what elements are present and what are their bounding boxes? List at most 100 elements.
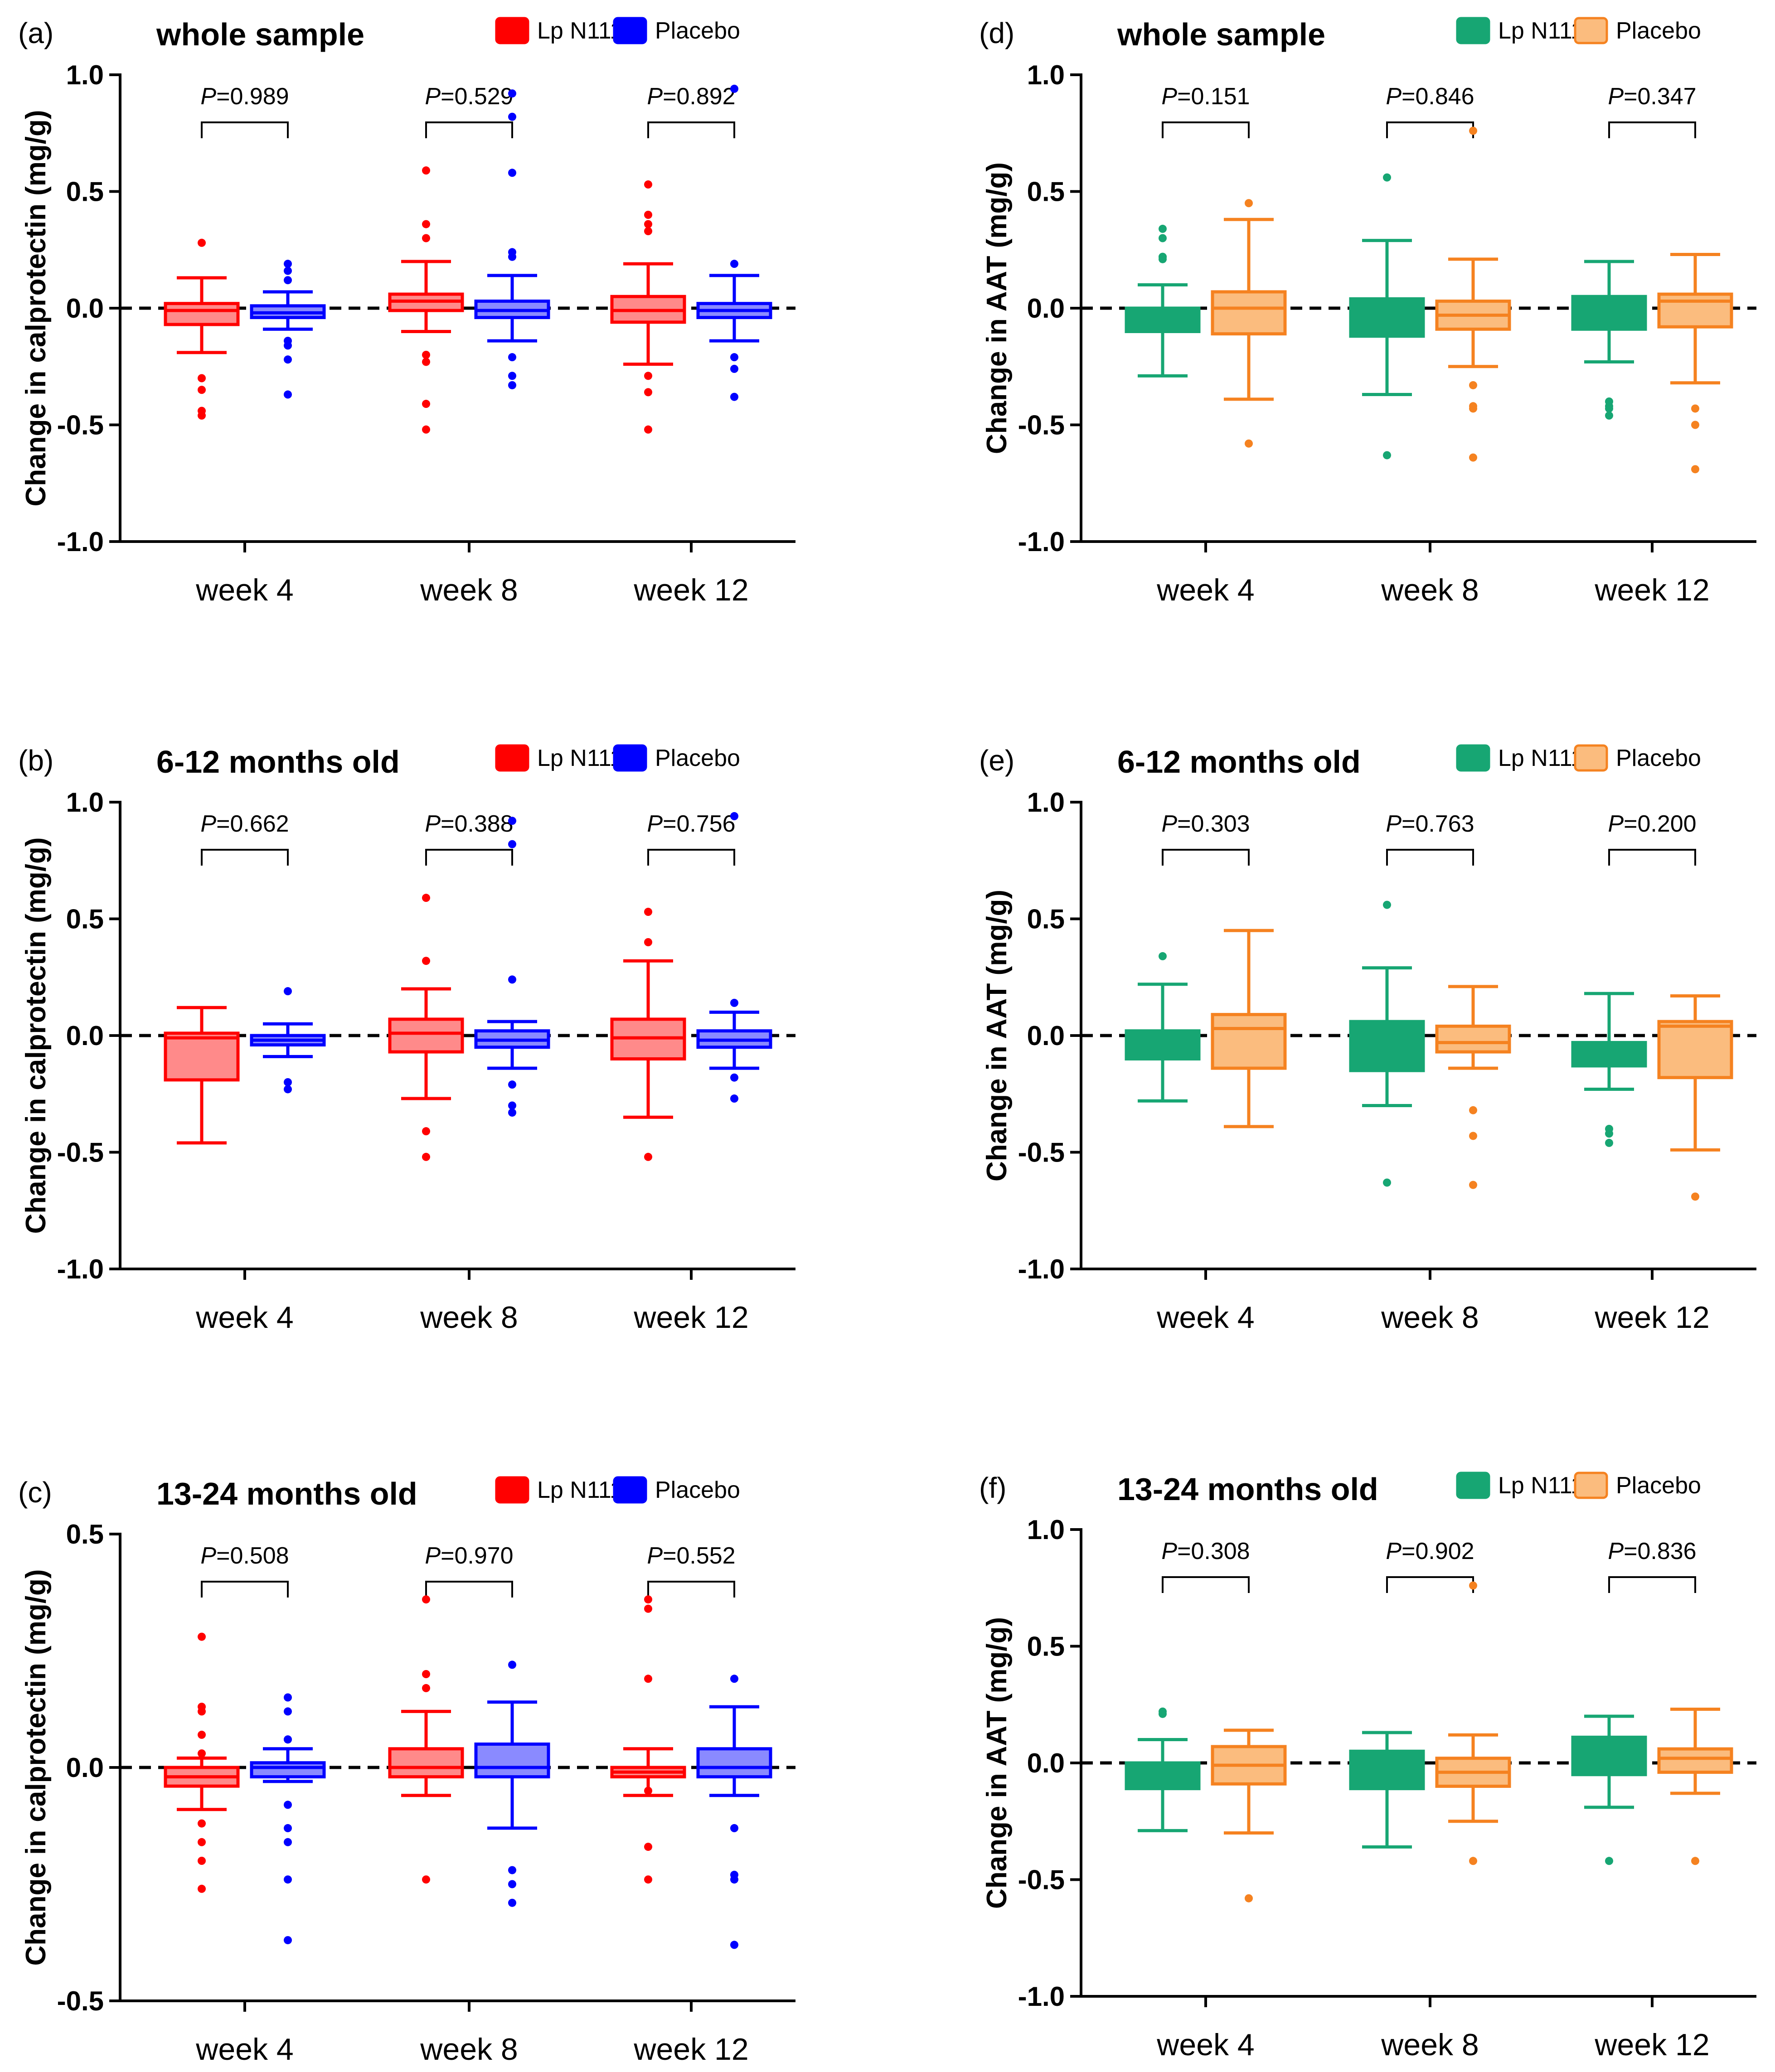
outlier-point: [644, 1604, 652, 1613]
outlier-point: [1383, 1178, 1391, 1187]
box-placebo: [250, 1693, 326, 1945]
outlier-point: [730, 1073, 738, 1082]
outlier-point: [730, 1824, 738, 1832]
outlier-point: [1159, 1709, 1167, 1718]
box-lp-n1115: [1125, 952, 1201, 1103]
p-value: =0.836: [1624, 1538, 1697, 1564]
outlier-point: [730, 260, 738, 268]
outlier-point: [1383, 451, 1391, 460]
p-value: =0.388: [441, 811, 514, 837]
legend-label: Placebo: [1616, 18, 1701, 44]
significance-bracket: [1386, 849, 1474, 866]
panel-title: whole sample: [1117, 17, 1325, 52]
outlier-point: [422, 220, 430, 228]
p-symbol: P: [1608, 811, 1624, 837]
outlier-point: [198, 1838, 206, 1846]
p-value-label: P=0.902: [1386, 1538, 1474, 1564]
outlier-point: [284, 1801, 292, 1809]
box-iqr: [1657, 1747, 1733, 1774]
outlier-point: [422, 1684, 430, 1692]
significance-bracket: [1162, 121, 1250, 138]
outlier-point: [730, 353, 738, 362]
y-tick-label: 0.0: [66, 293, 104, 324]
significance-bracket: [425, 121, 513, 138]
outlier-point: [284, 1936, 292, 1945]
x-category-label: week 12: [633, 2032, 748, 2067]
outlier-point: [644, 1786, 652, 1795]
outlier-point: [644, 211, 652, 219]
outlier-point: [422, 234, 430, 242]
p-symbol: P: [1161, 1538, 1177, 1564]
outlier-point: [644, 220, 652, 228]
outlier-point: [422, 1875, 430, 1884]
outlier-point: [508, 975, 516, 984]
p-value: =0.308: [1177, 1538, 1250, 1564]
y-tick-label: 1.0: [66, 787, 104, 818]
outlier-point: [644, 180, 652, 189]
panel-title: 6-12 months old: [156, 744, 400, 779]
legend-swatch: [1574, 17, 1608, 44]
p-symbol: P: [647, 83, 663, 110]
y-tick-label: -0.5: [1018, 1865, 1065, 1895]
y-tick-label: 0.0: [66, 1752, 104, 1783]
y-tick-label: 1.0: [66, 60, 104, 90]
y-tick-label: -1.0: [1018, 1254, 1065, 1284]
outlier-point: [644, 1675, 652, 1683]
outlier-point: [284, 1085, 292, 1094]
p-value: =0.529: [441, 83, 514, 110]
box-iqr: [1657, 1020, 1733, 1080]
panel-title: 13-24 months old: [1117, 1472, 1378, 1507]
box-placebo: [696, 1675, 772, 1949]
outlier-point: [1245, 439, 1253, 448]
outlier-point: [284, 1078, 292, 1086]
box-lp-n1115: [1349, 1731, 1425, 1849]
p-value-label: P=0.989: [200, 83, 289, 110]
x-category-label: week 4: [1156, 2028, 1254, 2062]
p-value: =0.970: [441, 1543, 514, 1569]
outlier-point: [1159, 234, 1167, 242]
y-tick-label: 0.5: [66, 904, 104, 934]
p-value-label: P=0.508: [200, 1543, 289, 1569]
outlier-point: [198, 1730, 206, 1739]
p-value: =0.902: [1402, 1538, 1474, 1564]
significance-bracket: [647, 121, 735, 138]
significance-bracket: [647, 1581, 735, 1598]
outlier-point: [730, 364, 738, 373]
box-placebo: [250, 260, 326, 399]
chart-panel-d: (d) whole sample Lp N1115 Placebo1.00.50.0-…: [979, 17, 1756, 607]
outlier-point: [1383, 173, 1391, 182]
outlier-point: [730, 1875, 738, 1884]
chart-panel-b: (b) 6-12 months old Lp N1115 Placebo1.00.50…: [18, 744, 795, 1335]
outlier-point: [508, 1866, 516, 1874]
y-axis-title: Change in AAT (mg/g): [981, 890, 1013, 1181]
significance-bracket: [1162, 849, 1250, 866]
x-category-label: week 4: [1156, 573, 1254, 607]
x-category-label: week 12: [633, 1300, 748, 1335]
outlier-point: [644, 372, 652, 380]
outlier-point: [508, 353, 516, 362]
y-tick-label: 1.0: [1027, 787, 1065, 818]
outlier-point: [508, 817, 516, 825]
outlier-point: [508, 372, 516, 380]
significance-bracket: [1608, 1576, 1696, 1593]
outlier-point: [422, 1152, 430, 1161]
legend-swatch: [613, 17, 647, 44]
p-value-label: P=0.151: [1161, 83, 1250, 110]
p-value-label: P=0.303: [1161, 811, 1250, 837]
box-iqr: [1571, 1735, 1647, 1777]
p-value-label: P=0.970: [425, 1543, 513, 1569]
y-tick-label: -0.5: [57, 410, 104, 441]
outlier-point: [730, 998, 738, 1007]
p-value: =0.989: [216, 83, 289, 110]
box-iqr: [696, 1747, 772, 1779]
p-symbol: P: [647, 1543, 663, 1569]
legend-swatch: [1456, 744, 1490, 772]
outlier-point: [422, 425, 430, 434]
outlier-point: [508, 1898, 516, 1907]
outlier-point: [1691, 421, 1699, 429]
outlier-point: [422, 400, 430, 408]
p-value: =0.508: [216, 1543, 289, 1569]
significance-bracket: [1386, 1576, 1474, 1593]
p-symbol: P: [425, 1543, 441, 1569]
box-lp-n1115: [164, 238, 240, 420]
